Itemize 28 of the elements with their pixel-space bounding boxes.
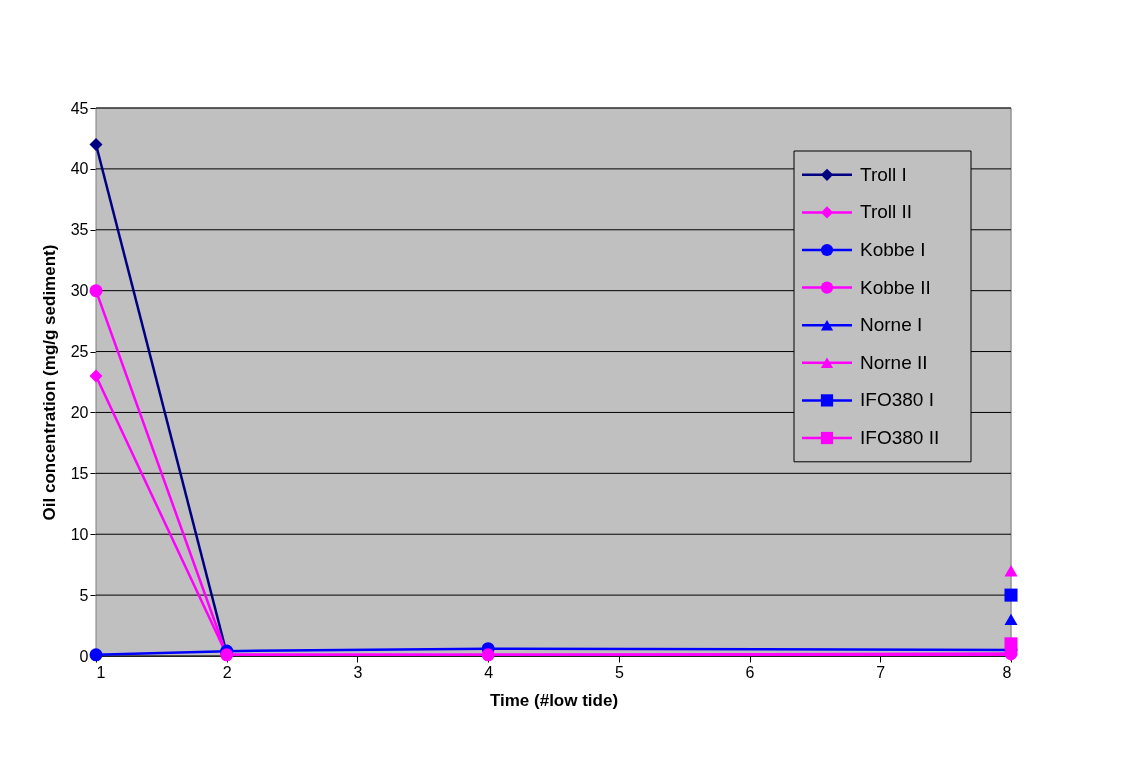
x-tick-label: 2 [222,663,232,681]
y-tick-label: 15 [70,464,89,482]
legend-label: Troll II [860,201,913,223]
legend-label: Norne II [860,351,928,373]
y-tick-label: 0 [79,647,89,665]
x-axis-title: Time (#low tide) [489,690,619,710]
legend-label: IFO380 II [860,427,940,448]
y-tick-label: 20 [70,403,89,421]
x-tick-label: 3 [353,663,363,681]
x-tick-label: 8 [1002,663,1012,681]
y-tick-label: 5 [79,586,89,604]
x-tick-label: 7 [876,663,886,681]
x-tick-label: 4 [484,663,494,681]
y-axis-title: Oil concentration (mg/g sediment) [39,244,59,521]
y-tick-label: 30 [70,282,89,300]
legend-label: Troll I [860,163,907,185]
legend-label: Kobbe II [860,276,931,298]
x-tick-label: 5 [614,663,624,681]
y-tick-label: 35 [70,221,89,239]
x-tick-label: 1 [96,663,106,681]
y-tick-label: 10 [70,525,89,543]
legend-label: Kobbe I [860,239,926,260]
legend-label: IFO380 I [860,389,934,411]
y-tick-label: 40 [70,160,89,178]
x-tick-label: 6 [745,663,755,681]
y-tick-label: 25 [70,343,89,361]
y-tick-label: 45 [70,99,89,117]
legend-label: Norne I [860,314,923,336]
